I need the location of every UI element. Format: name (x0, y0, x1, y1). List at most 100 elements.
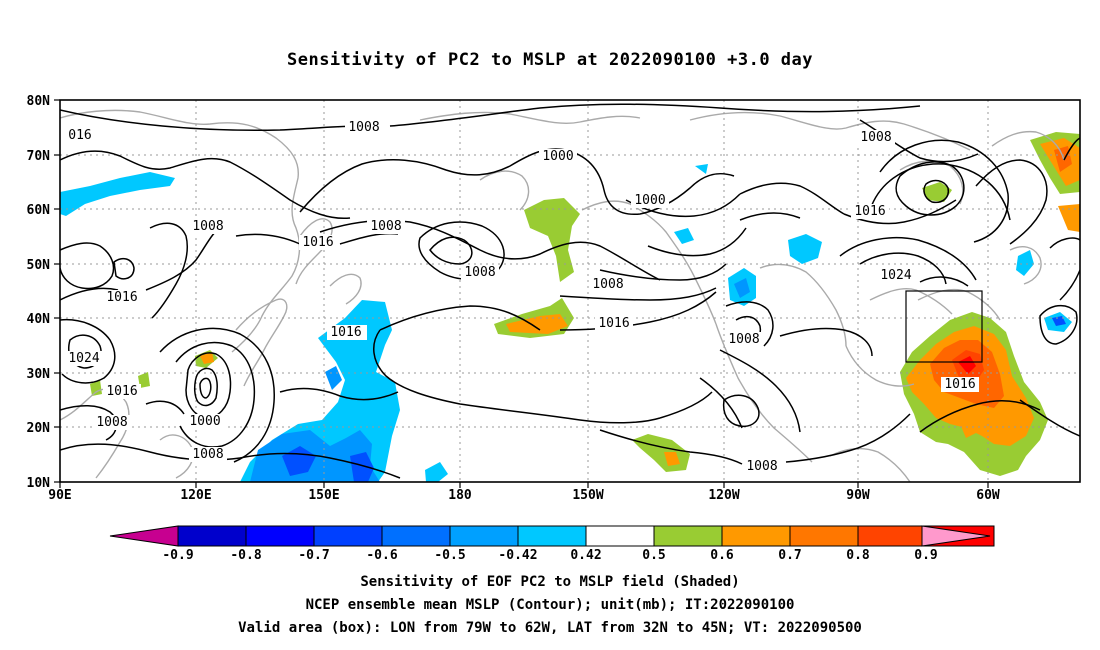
contour-label: 1016 (598, 316, 629, 331)
contour-label-bg (186, 414, 224, 429)
lat-label: 80N (27, 94, 51, 109)
plot-frame (59, 99, 1081, 483)
contour-label-bg (461, 265, 499, 280)
lat-label: 50N (27, 258, 51, 273)
caption-line-3: Valid area (box): LON from 79W to 62W, L… (238, 620, 862, 636)
contour-label: 1008 (464, 265, 495, 280)
colorbar-label: -0.6 (366, 548, 397, 563)
colorbar-label: -0.9 (162, 548, 193, 563)
contour-label-bg (595, 316, 633, 331)
pos-region-greenland (922, 182, 952, 202)
pos-region-nw-atlantic-tail (960, 420, 978, 438)
colorbar-label: 0.7 (778, 548, 801, 563)
pos-region-pacific-orange (506, 314, 568, 334)
contour-labels: 1008 016 1000 1008 1000 1008 1016 1008 1016 1008 1… (65, 120, 979, 474)
colorbar-box (449, 525, 519, 547)
contour-label: 1016 (944, 377, 975, 392)
caption-line-1: Sensitivity of EOF PC2 to MSLP field (Sh… (360, 574, 740, 590)
pos-region-east-pacific-core (664, 452, 680, 466)
contour-label-bg (589, 277, 627, 292)
pos-region-asia-2 (90, 380, 102, 396)
neg-region-far-west (60, 172, 175, 216)
colorbar-label: 0.5 (642, 548, 665, 563)
colorbar-label: -0.5 (434, 548, 465, 563)
lat-label: 30N (27, 367, 51, 382)
contour-label-bg (103, 290, 141, 305)
colorbar-label: 0.6 (710, 548, 734, 563)
contour-label: 1008 (192, 447, 223, 462)
contour-label: 1008 (592, 277, 623, 292)
lat-label: 40N (27, 312, 51, 327)
colorbar-label: -0.42 (498, 548, 537, 563)
contour-label-bg (345, 120, 383, 135)
lat-label: 20N (27, 421, 51, 436)
colorbar-box (177, 525, 247, 547)
neg-region-small-1 (425, 462, 448, 482)
contour-label: 1016 (106, 290, 137, 305)
contour-label: 1008 (746, 459, 777, 474)
colorbar-label: -0.7 (298, 548, 329, 563)
contour-label-bg (189, 219, 227, 234)
shaded-sensitivity (60, 132, 1080, 482)
lon-label: 90E (48, 488, 71, 503)
colorbar-box (721, 525, 791, 547)
contour-label: 1016 (302, 235, 333, 250)
contour-label-bg (877, 268, 915, 283)
colorbar-box (653, 525, 723, 547)
lon-label: 150W (572, 488, 603, 503)
lat-labels: 80N 70N 60N 50N 40N 30N 20N 10N (27, 94, 51, 491)
contour-label-bg (539, 149, 577, 164)
contour-label: 1000 (189, 414, 220, 429)
lon-label: 120E (180, 488, 211, 503)
contour-label: 016 (68, 128, 91, 143)
pos-region-aleutian (524, 198, 580, 282)
contour-label-bg (93, 415, 131, 430)
contour-label: 1024 (68, 351, 99, 366)
contour-label-bg (65, 351, 103, 366)
contour-label-bg (941, 377, 979, 392)
contour-label: 1000 (542, 149, 573, 164)
contour-label-bg (631, 193, 669, 208)
contour-label-bg (857, 130, 895, 145)
tick-marks (54, 99, 989, 488)
colorbar-pos-triangle (921, 525, 991, 547)
colorbar-label: -0.8 (230, 548, 261, 563)
gridlines (60, 100, 1080, 482)
pos-region-ne-2 (1058, 204, 1080, 232)
colorbar-box (381, 525, 451, 547)
lon-labels: 90E 120E 150E 180 150W 120W 90W 60W (48, 488, 1000, 503)
lat-label: 60N (27, 203, 51, 218)
contour-label-bg (103, 384, 141, 399)
colorbar-neg-triangle (109, 525, 179, 547)
neg-region-pacific-5 (325, 366, 342, 390)
chart-title: Sensitivity of PC2 to MSLP at 2022090100… (286, 50, 813, 70)
contour-label: 1008 (728, 332, 759, 347)
colorbar-label: 0.8 (846, 548, 870, 563)
contour-label: 1016 (854, 204, 885, 219)
contour-label: 1016 (330, 325, 361, 340)
contour-label: 1008 (348, 120, 379, 135)
lat-label: 70N (27, 149, 51, 164)
contour-label-bg (743, 459, 781, 474)
lat-label: 10N (27, 476, 51, 491)
pos-region-nw-atlantic-red (958, 356, 976, 374)
colorbar-box (585, 525, 655, 547)
lon-label: 120W (708, 488, 739, 503)
colorbar-box (789, 525, 859, 547)
contour-label-bg (367, 219, 405, 234)
pos-region-east-pacific (632, 434, 690, 472)
neg-region-mexico (788, 234, 822, 264)
contour-label: 1008 (96, 415, 127, 430)
contour-label-bg (189, 447, 227, 462)
caption-line-2: NCEP ensemble mean MSLP (Contour); unit(… (305, 597, 795, 613)
colorbar: -0.9 -0.8 -0.7 -0.6 -0.5 -0.42 0.42 0.5 0.6 0.7 0.… (109, 525, 995, 563)
neg-region-small-2 (674, 228, 694, 244)
lon-label: 180 (448, 488, 472, 503)
neg-region-pacific-4 (350, 452, 374, 482)
colorbar-box (313, 525, 383, 547)
neg-region-small-3 (695, 164, 708, 174)
neg-region-atlantic-2 (1016, 250, 1034, 276)
contour-label: 1016 (106, 384, 137, 399)
contour-label-bg (65, 128, 95, 143)
